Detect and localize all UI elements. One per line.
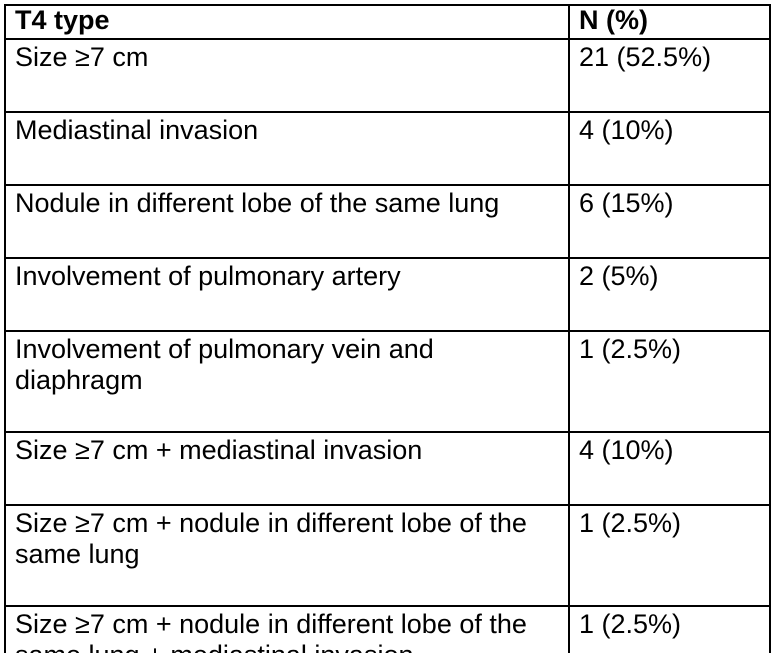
table-row: Involvement of pulmonary vein and diaphr… xyxy=(4,330,771,433)
table-row: Size ≥7 cm + nodule in different lobe of… xyxy=(4,504,771,607)
table-row: Involvement of pulmonary artery 2 (5%) xyxy=(4,257,771,332)
t4-type-cell: Nodule in different lobe of the same lun… xyxy=(4,184,570,259)
t4-type-cell: Size ≥7 cm + nodule in different lobe of… xyxy=(4,605,570,653)
t4-type-cell: Involvement of pulmonary artery xyxy=(4,257,570,332)
table-row: Size ≥7 cm + mediastinal invasion 4 (10%… xyxy=(4,431,771,506)
t4-type-table: T4 type N (%) Size ≥7 cm 21 (52.5%) Medi… xyxy=(4,4,771,653)
table-header-row: T4 type N (%) xyxy=(4,4,771,40)
n-pct-cell: 4 (10%) xyxy=(568,111,771,186)
table-row: Mediastinal invasion 4 (10%) xyxy=(4,111,771,186)
n-pct-cell: 1 (2.5%) xyxy=(568,330,771,433)
table-row: Size ≥7 cm + nodule in different lobe of… xyxy=(4,605,771,653)
n-pct-cell: 6 (15%) xyxy=(568,184,771,259)
n-pct-cell: 1 (2.5%) xyxy=(568,605,771,653)
header-cell-n-pct: N (%) xyxy=(568,4,771,40)
n-pct-cell: 1 (2.5%) xyxy=(568,504,771,607)
t4-type-cell: Size ≥7 cm + nodule in different lobe of… xyxy=(4,504,570,607)
t4-type-cell: Mediastinal invasion xyxy=(4,111,570,186)
n-pct-cell: 2 (5%) xyxy=(568,257,771,332)
header-cell-t4-type: T4 type xyxy=(4,4,570,40)
n-pct-cell: 4 (10%) xyxy=(568,431,771,506)
table-row: Nodule in different lobe of the same lun… xyxy=(4,184,771,259)
t4-type-cell: Size ≥7 cm xyxy=(4,38,570,113)
t4-type-cell: Involvement of pulmonary vein and diaphr… xyxy=(4,330,570,433)
table-row: Size ≥7 cm 21 (52.5%) xyxy=(4,38,771,113)
n-pct-cell: 21 (52.5%) xyxy=(568,38,771,113)
t4-type-cell: Size ≥7 cm + mediastinal invasion xyxy=(4,431,570,506)
